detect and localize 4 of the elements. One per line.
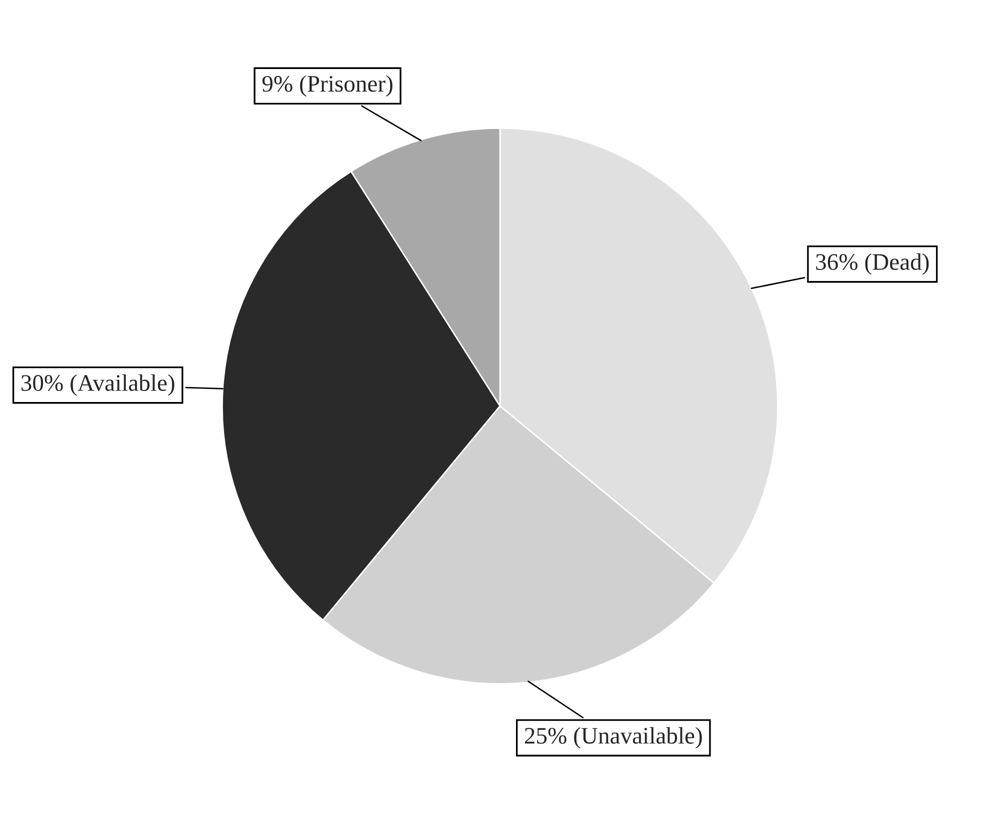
slice-label: 36% (Dead) — [816, 253, 929, 275]
slice-label: 30% (Available) — [22, 374, 174, 396]
slice-label: 25% (Unavailable) — [524, 727, 702, 749]
slice-label: 9% (Prisoner) — [262, 75, 392, 97]
